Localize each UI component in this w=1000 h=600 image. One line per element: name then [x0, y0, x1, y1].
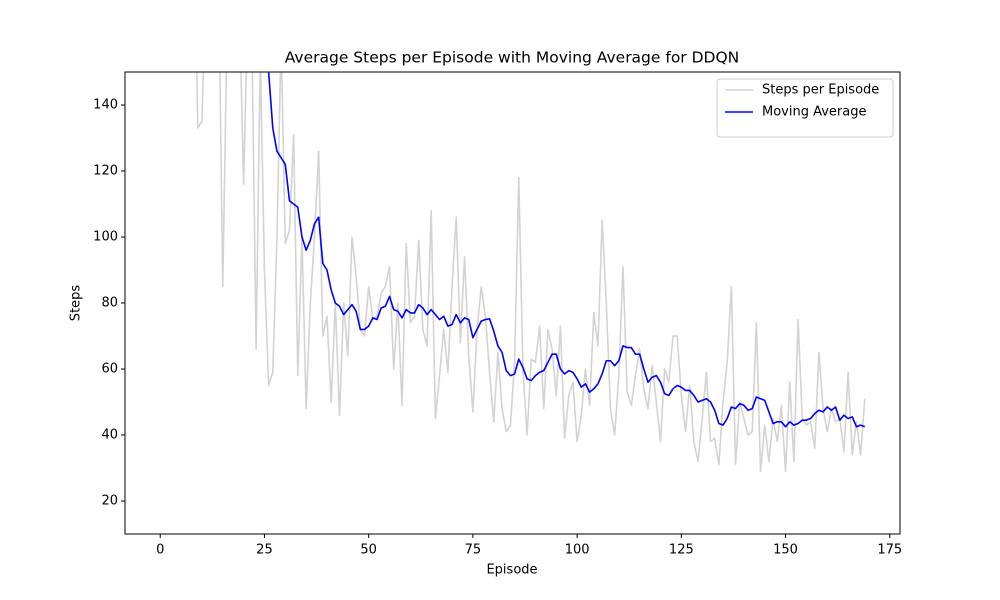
x-tick-label: 150 [773, 543, 798, 558]
x-tick-label: 175 [877, 543, 902, 558]
series-line [196, 72, 866, 473]
x-tick-label: 75 [465, 543, 482, 558]
plot-area [196, 72, 866, 473]
y-tick-label: 80 [101, 296, 118, 311]
x-tick-label: 25 [256, 543, 273, 558]
y-tick-label: 100 [93, 230, 118, 245]
legend-label: Steps per Episode [762, 83, 879, 98]
series-line [267, 72, 866, 428]
y-axis-label: Steps [69, 285, 84, 322]
chart-title: Average Steps per Episode with Moving Av… [285, 49, 740, 67]
x-axis-label: Episode [486, 563, 537, 578]
y-tick-label: 60 [101, 362, 118, 377]
legend-label: Moving Average [762, 105, 866, 120]
x-tick-label: 0 [156, 543, 164, 558]
x-tick-label: 50 [360, 543, 377, 558]
x-tick-label: 125 [669, 543, 694, 558]
y-tick-label: 140 [93, 98, 118, 113]
y-tick-label: 40 [101, 428, 118, 443]
y-tick-label: 120 [93, 164, 118, 179]
x-tick-label: 100 [565, 543, 590, 558]
y-tick-label: 20 [101, 494, 118, 509]
legend-box [716, 78, 894, 138]
